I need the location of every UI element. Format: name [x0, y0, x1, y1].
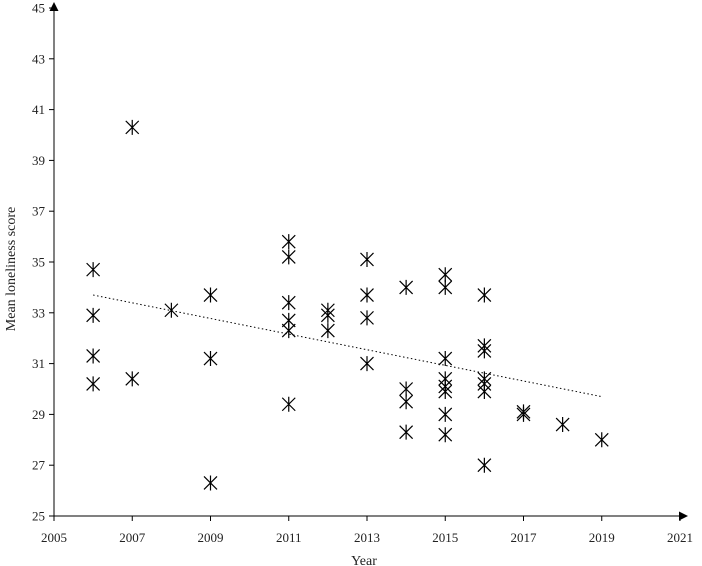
data-point [477, 343, 492, 359]
data-point [438, 384, 453, 400]
data-point [399, 381, 414, 397]
trendline [93, 294, 602, 398]
data-point [125, 371, 140, 387]
data-point [477, 384, 492, 400]
data-point [320, 323, 335, 339]
data-point [281, 396, 296, 412]
y-tick-label: 33 [32, 305, 45, 320]
y-tick-label: 29 [32, 407, 45, 422]
data-point [477, 287, 492, 303]
y-tick-label: 37 [32, 204, 46, 219]
y-tick-label: 25 [32, 509, 45, 524]
data-point [438, 427, 453, 443]
data-point [477, 457, 492, 473]
data-point [281, 234, 296, 250]
x-tick-label: 2021 [667, 530, 693, 545]
x-tick-label: 2015 [432, 530, 458, 545]
y-tick-label: 31 [32, 356, 45, 371]
x-axis-arrow [679, 511, 688, 521]
data-point [555, 417, 570, 433]
data-point [281, 295, 296, 311]
y-tick-label: 27 [32, 458, 46, 473]
data-point [438, 267, 453, 283]
x-tick-label: 2017 [511, 530, 538, 545]
data-point [399, 394, 414, 410]
data-point [86, 376, 101, 392]
data-point [203, 475, 218, 491]
x-tick-label: 2005 [41, 530, 67, 545]
y-tick-label: 43 [32, 51, 45, 66]
data-point [86, 348, 101, 364]
data-point [399, 279, 414, 295]
data-point [360, 251, 374, 267]
x-axis-title: Year [351, 554, 377, 566]
data-point [438, 279, 453, 295]
x-tick-label: 2009 [198, 530, 224, 545]
y-tick-label: 41 [32, 102, 45, 117]
data-point [125, 119, 140, 135]
x-tick-label: 2007 [119, 530, 146, 545]
x-tick-label: 2013 [354, 530, 380, 545]
y-tick-label: 39 [32, 153, 45, 168]
data-point [281, 249, 296, 265]
data-point [594, 432, 609, 448]
data-point [281, 323, 296, 339]
y-axis-title: Mean loneliness score [4, 207, 19, 331]
data-point [360, 310, 374, 326]
data-point [360, 287, 374, 303]
data-point [203, 287, 218, 303]
data-point [438, 406, 453, 422]
data-point [360, 356, 374, 372]
data-point [86, 307, 101, 323]
data-point [320, 307, 335, 323]
x-tick-label: 2011 [276, 530, 302, 545]
y-tick-label: 35 [32, 255, 45, 270]
data-point [203, 351, 218, 367]
data-point [86, 262, 101, 278]
data-point [516, 406, 531, 422]
data-point [399, 424, 414, 440]
data-point [438, 351, 453, 367]
y-tick-label: 45 [32, 1, 45, 16]
y-axis-arrow [49, 2, 59, 11]
x-tick-label: 2019 [589, 530, 615, 545]
data-point [164, 302, 179, 318]
